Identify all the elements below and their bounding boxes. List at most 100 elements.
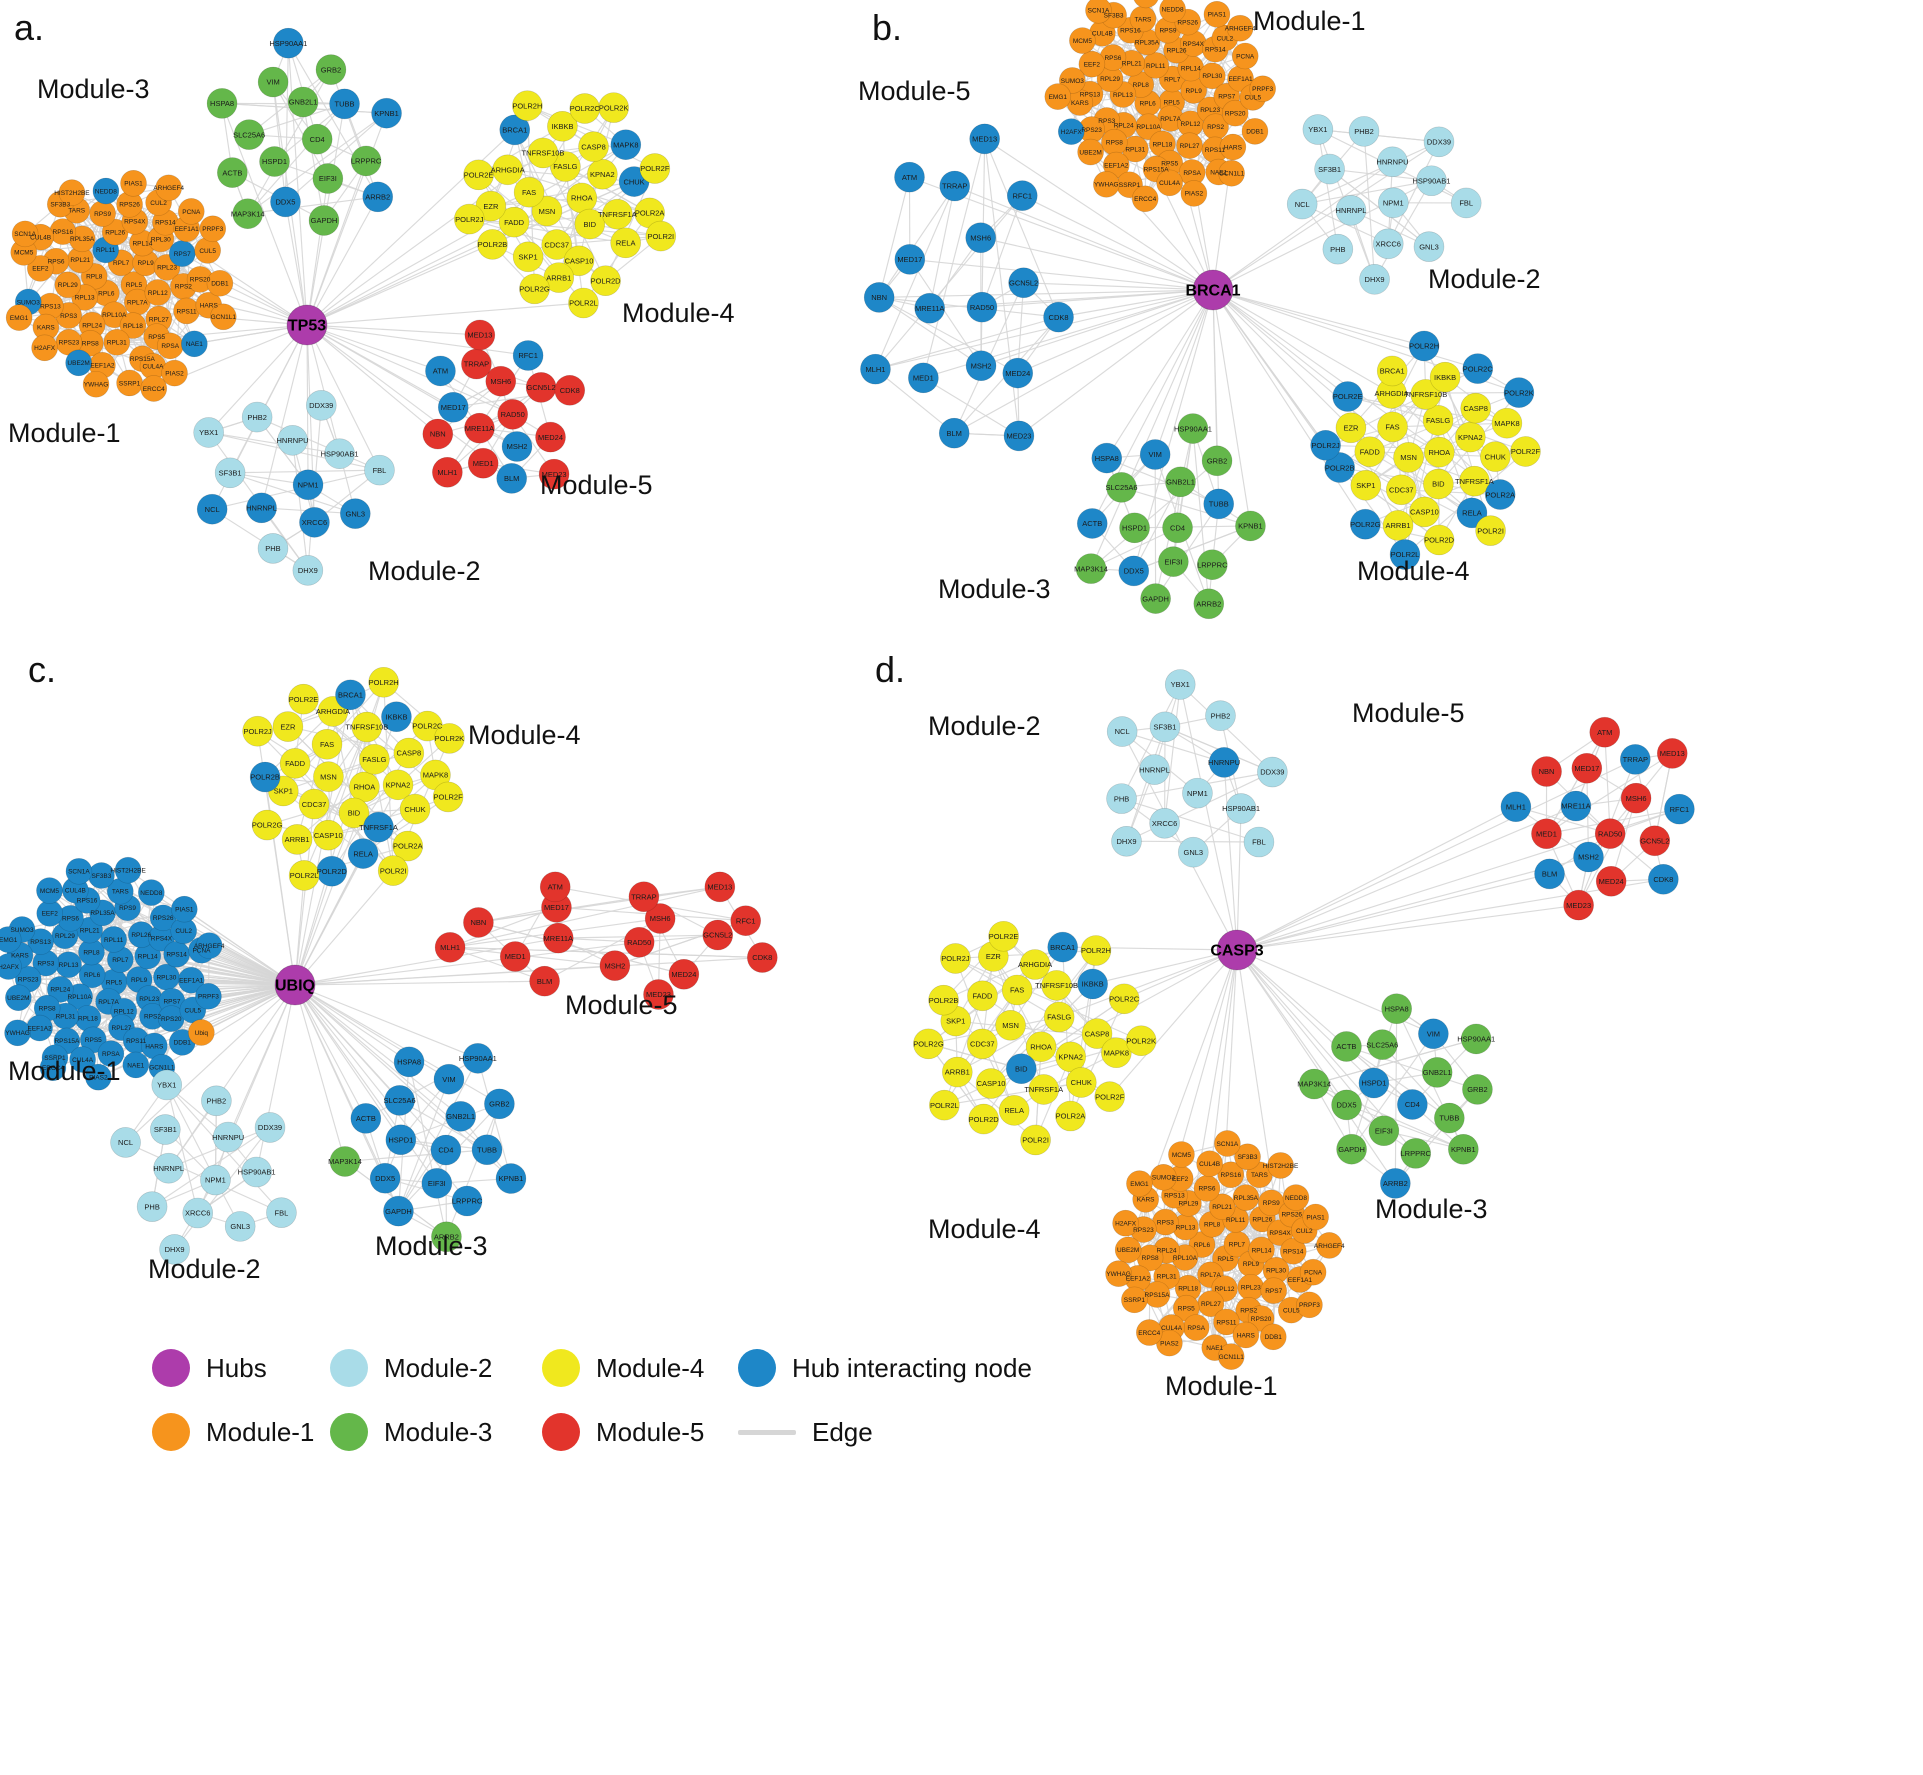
node-PIAS1[interactable] — [170, 895, 198, 923]
node-SSRP1[interactable] — [116, 369, 143, 397]
node-GCN1L1[interactable] — [209, 303, 237, 331]
node-UBE2M[interactable] — [65, 349, 92, 377]
node-MAPK8[interactable] — [1101, 1037, 1132, 1069]
node-RFC1[interactable] — [512, 340, 544, 371]
node-MAPK8[interactable] — [1491, 407, 1523, 439]
node-SSRP1[interactable] — [1121, 1286, 1148, 1314]
node-RPL13[interactable] — [55, 951, 82, 979]
node-BLM[interactable] — [1534, 858, 1565, 890]
node-CDC37[interactable] — [298, 788, 330, 820]
node-RPL12[interactable] — [144, 279, 172, 306]
node-MED13[interactable] — [464, 319, 496, 351]
node-HNRNPU[interactable] — [1208, 747, 1240, 778]
node-MED1[interactable] — [908, 362, 939, 394]
node-GNB2L1[interactable] — [287, 86, 319, 118]
node-ARRB2[interactable] — [362, 181, 394, 213]
node-EEF2[interactable] — [36, 900, 64, 927]
node-RELA[interactable] — [998, 1095, 1030, 1126]
node-MCM5[interactable] — [36, 877, 63, 904]
node-HSPA8[interactable] — [206, 88, 238, 119]
node-GNL3[interactable] — [1178, 836, 1209, 868]
node-NBN[interactable] — [863, 282, 895, 313]
node-FASLG[interactable] — [1422, 405, 1454, 436]
node-MED1[interactable] — [1531, 818, 1562, 850]
node-PCNA[interactable] — [1231, 42, 1259, 70]
node-PHB2[interactable] — [1205, 700, 1236, 731]
node-BRCA1[interactable] — [1376, 355, 1408, 387]
node-MAP3K14[interactable] — [1075, 553, 1107, 584]
node-FAS[interactable] — [311, 728, 343, 760]
node-ERCC4[interactable] — [140, 375, 168, 402]
node-SLC25A6[interactable] — [1367, 1029, 1398, 1060]
node-RPL31[interactable] — [103, 328, 131, 356]
node-NBN[interactable] — [1531, 756, 1562, 787]
node-ERCC4[interactable] — [1131, 185, 1159, 213]
node-TARS[interactable] — [1129, 5, 1157, 33]
node-PHB2[interactable] — [241, 401, 273, 433]
node-TUBB[interactable] — [471, 1134, 503, 1166]
node-POLR2J[interactable] — [1310, 430, 1341, 461]
node-RAD50[interactable] — [497, 399, 528, 430]
node-XRCC6[interactable] — [1149, 807, 1180, 839]
node-KPNB1[interactable] — [495, 1163, 527, 1194]
node-H2AFX[interactable] — [1112, 1209, 1139, 1237]
node-POLR2I[interactable] — [377, 855, 409, 886]
node-SKP1[interactable] — [1350, 469, 1382, 501]
node-RHOA[interactable] — [349, 771, 380, 803]
node-KPNA2[interactable] — [1455, 421, 1486, 453]
node-EEF2[interactable] — [27, 255, 54, 282]
node-HSP90AB1[interactable] — [324, 438, 355, 469]
node-MRE11A[interactable] — [914, 292, 945, 324]
node-CASP8[interactable] — [578, 131, 609, 162]
node-RPSA[interactable] — [97, 1040, 125, 1067]
node-MED13[interactable] — [704, 871, 736, 903]
node-ACTB[interactable] — [217, 157, 248, 188]
node-GRB2[interactable] — [1201, 445, 1233, 477]
node-ARHGDIA[interactable] — [1019, 949, 1051, 980]
node-UBE2M[interactable] — [1114, 1236, 1142, 1264]
node-HSPD1[interactable] — [1119, 512, 1150, 544]
node-POLR2I[interactable] — [1020, 1124, 1051, 1156]
node-MSH6[interactable] — [485, 365, 517, 397]
node-RPS13[interactable] — [27, 928, 54, 955]
node-NPM1[interactable] — [200, 1164, 231, 1196]
hub-BRCA1[interactable] — [1192, 269, 1234, 311]
node-TRRAP[interactable] — [461, 348, 492, 380]
node-LRPPRC[interactable] — [350, 145, 382, 177]
node-CD4[interactable] — [1397, 1089, 1428, 1120]
node-FADD[interactable] — [498, 206, 530, 238]
node-ERCC4[interactable] — [39, 1054, 67, 1082]
node-SF3B1[interactable] — [214, 457, 246, 489]
node-ARHGDIA[interactable] — [492, 154, 523, 186]
node-HNRNPL[interactable] — [1335, 195, 1367, 226]
node-POLR2B[interactable] — [1324, 452, 1355, 483]
node-HSPD1[interactable] — [259, 146, 290, 177]
node-RPS14[interactable] — [163, 940, 190, 968]
node-TUBB[interactable] — [1203, 488, 1235, 520]
node-NBN[interactable] — [422, 418, 454, 450]
node-Ubiq[interactable] — [188, 1019, 215, 1046]
node-MLH1[interactable] — [434, 932, 466, 963]
node-KPNB1[interactable] — [371, 97, 402, 129]
node-RPS7[interactable] — [1260, 1277, 1288, 1304]
node-HSP90AA1[interactable] — [462, 1043, 494, 1074]
node-HARS[interactable] — [1232, 1321, 1260, 1349]
node-POLR2C[interactable] — [1462, 353, 1494, 384]
node-ACTB[interactable] — [1331, 1031, 1362, 1062]
node-BRCA1[interactable] — [499, 114, 531, 146]
node-PHB2[interactable] — [1348, 116, 1380, 147]
node-EMG1[interactable] — [0, 926, 22, 953]
node-POLR2G[interactable] — [913, 1028, 944, 1060]
node-POLR2F[interactable] — [1094, 1081, 1126, 1112]
node-SUMO3[interactable] — [1150, 1163, 1177, 1191]
node-MCM5[interactable] — [1168, 1141, 1195, 1168]
node-POLR2D[interactable] — [590, 265, 621, 297]
node-HIST2H2BE[interactable] — [114, 856, 142, 884]
node-FAS[interactable] — [1377, 411, 1408, 443]
node-DDX5[interactable] — [369, 1162, 401, 1194]
node-GNL3[interactable] — [224, 1211, 256, 1242]
node-POLR2G[interactable] — [1350, 508, 1381, 540]
node-TNFRSF1A[interactable] — [602, 198, 633, 230]
node-POLR2D[interactable] — [316, 855, 348, 887]
node-HSPD1[interactable] — [385, 1124, 417, 1156]
